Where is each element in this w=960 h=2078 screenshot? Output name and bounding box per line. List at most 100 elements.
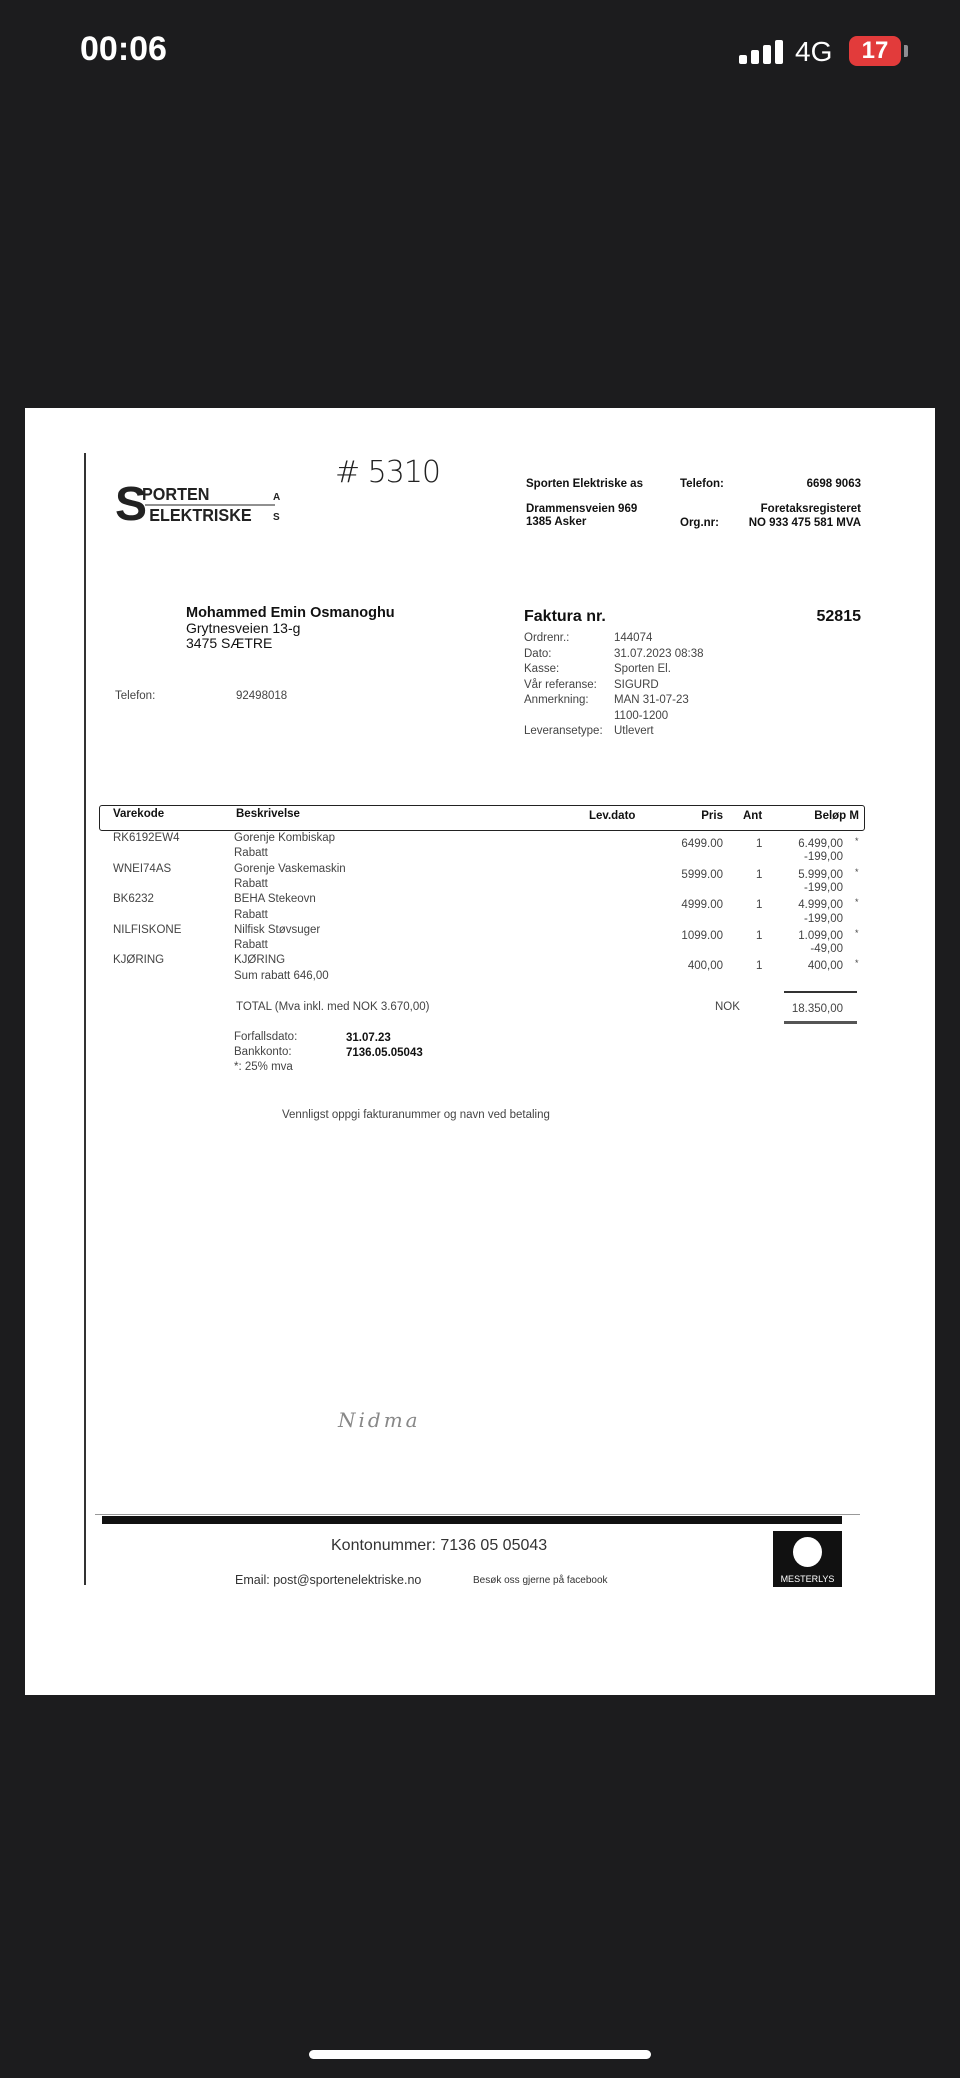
org-label: Org.nr: (680, 517, 719, 529)
total-label: TOTAL (Mva inkl. med NOK 3.670,00) (236, 1001, 430, 1013)
cellular-signal-icon (739, 40, 783, 64)
row-price: 400,00 (687, 960, 723, 973)
meta-label: Vår referanse: (524, 678, 597, 691)
company-address1: Drammensveien 969 (526, 503, 638, 515)
company-name: Sporten Elektriske as (526, 478, 643, 490)
header-ant: Ant (743, 810, 763, 822)
meta-value: 144074 (614, 632, 653, 644)
row-qty: 1 (756, 960, 763, 973)
row-qty: 1 (756, 868, 763, 881)
svg-text:S: S (115, 480, 147, 530)
faktura-label: Faktura nr. (524, 608, 606, 625)
company-phone-label: Telefon: (680, 478, 724, 490)
row-description: Rabatt (234, 939, 268, 952)
header-belop: Beløp M (814, 810, 859, 822)
row-description: Sum rabatt 646,00 (234, 969, 329, 982)
row-amount: -199,00 (803, 881, 843, 894)
row-code: NILFISKONE (113, 923, 182, 936)
row-description: Nilfisk Støvsuger (234, 923, 321, 936)
row-description: Gorenje Kombiskap (234, 832, 335, 844)
svg-text:A: A (273, 492, 280, 503)
meta-value: 1100-1200 (614, 709, 669, 722)
meta-value: Utlevert (614, 725, 654, 737)
row-description: Rabatt (234, 847, 268, 860)
meta-label: Anmerkning: (524, 694, 589, 706)
mesterlys-logo: MESTERLYS (773, 1531, 842, 1587)
company-register: Foretaksregisteret (760, 503, 861, 515)
row-amount: 400,00 (807, 960, 843, 973)
row-price: 1099.00 (681, 929, 723, 942)
svg-text:S: S (273, 512, 280, 523)
due-value: 31.07.23 (346, 1032, 391, 1044)
invoice-document[interactable] (25, 408, 935, 1695)
subtotal-rule (784, 991, 857, 993)
battery-cap-icon (904, 45, 908, 57)
bank-value: 7136.05.05043 (346, 1047, 423, 1059)
company-phone: 6698 9063 (806, 478, 861, 490)
header-pris: Pris (701, 810, 723, 822)
customer-phone: 92498018 (236, 690, 288, 702)
meta-label: Leveransetype: (524, 725, 603, 737)
network-type: 4G (795, 36, 833, 67)
customer-street: Grytnesveien 13-g (186, 620, 301, 636)
row-description: Rabatt (234, 908, 268, 921)
row-qty: 1 (756, 929, 763, 942)
customer-city: 3475 SÆTRE (186, 635, 273, 651)
table-header (99, 805, 865, 831)
row-description: Gorenje Vaskemaskin (234, 862, 346, 875)
customer-name: Mohammed Emin Osmanoghu (186, 605, 395, 621)
footer-facebook: Besøk oss gjerne på facebook (473, 1575, 608, 1586)
row-description: Rabatt (234, 877, 268, 890)
row-code: WNEI74AS (113, 862, 172, 875)
footer-email: Email: post@sportenelektriske.no (235, 1573, 422, 1587)
total-double-rule (784, 1021, 857, 1024)
battery-icon: 17 (849, 36, 901, 66)
header-levdato: Lev.dato (589, 810, 636, 822)
meta-label: Dato: (524, 647, 552, 660)
row-code: RK6192EW4 (113, 832, 180, 844)
row-vat-mark: * (855, 866, 859, 877)
row-amount: 1.099,00 (798, 929, 843, 942)
row-qty: 1 (756, 899, 763, 912)
row-qty: 1 (756, 838, 763, 850)
meta-value: Sporten El. (614, 663, 671, 675)
status-time: 00:06 (80, 30, 167, 68)
row-price: 6499.00 (681, 838, 723, 850)
faktura-number: 52815 (816, 608, 862, 625)
svg-text:PORTEN: PORTEN (142, 484, 209, 504)
row-price: 4999.00 (681, 899, 723, 912)
header-varekode: Varekode (113, 808, 165, 820)
signature: Nidma (338, 1408, 421, 1432)
svg-text:ELEKTRISKE: ELEKTRISKE (149, 505, 252, 525)
row-description: BEHA Stekeovn (234, 893, 316, 906)
home-indicator[interactable] (309, 2050, 651, 2059)
payment-note: Vennligst oppgi fakturanummer og navn ve… (282, 1109, 550, 1121)
row-amount: -199,00 (803, 851, 843, 864)
meta-label: Ordrenr.: (524, 632, 570, 644)
row-vat-mark: * (855, 836, 859, 846)
bank-label: Bankkonto: (234, 1046, 292, 1058)
footer-thin-rule (95, 1514, 860, 1515)
header-beskrivelse: Beskrivelse (236, 808, 300, 820)
footer-bar (102, 1516, 842, 1524)
org-number: NO 933 475 581 MVA (748, 517, 861, 529)
vat-note: *: 25% mva (234, 1061, 293, 1073)
row-vat-mark: * (855, 927, 859, 938)
row-vat-mark: * (855, 897, 859, 908)
company-address2: 1385 Asker (526, 516, 587, 528)
sporten-elektriske-logo: S PORTEN ELEKTRISKE A S (115, 480, 280, 530)
row-amount: 6.499,00 (798, 838, 843, 850)
footer-account: Kontonummer: 7136 05 05043 (331, 1537, 548, 1554)
handwritten-number: # 5310 (335, 455, 441, 490)
scan-edge-line (84, 453, 86, 1585)
meta-value: MAN 31-07-23 (614, 694, 689, 706)
row-code: BK6232 (113, 893, 154, 906)
meta-value: 31.07.2023 08:38 (614, 647, 704, 660)
row-amount: 5.999,00 (798, 868, 843, 881)
row-amount: 4.999,00 (798, 899, 843, 912)
meta-label: Kasse: (524, 663, 560, 675)
row-code: KJØRING (113, 954, 165, 967)
row-price: 5999.00 (681, 868, 723, 881)
due-label: Forfallsdato: (234, 1031, 298, 1043)
total-amount: 18.350,00 (791, 1003, 843, 1015)
